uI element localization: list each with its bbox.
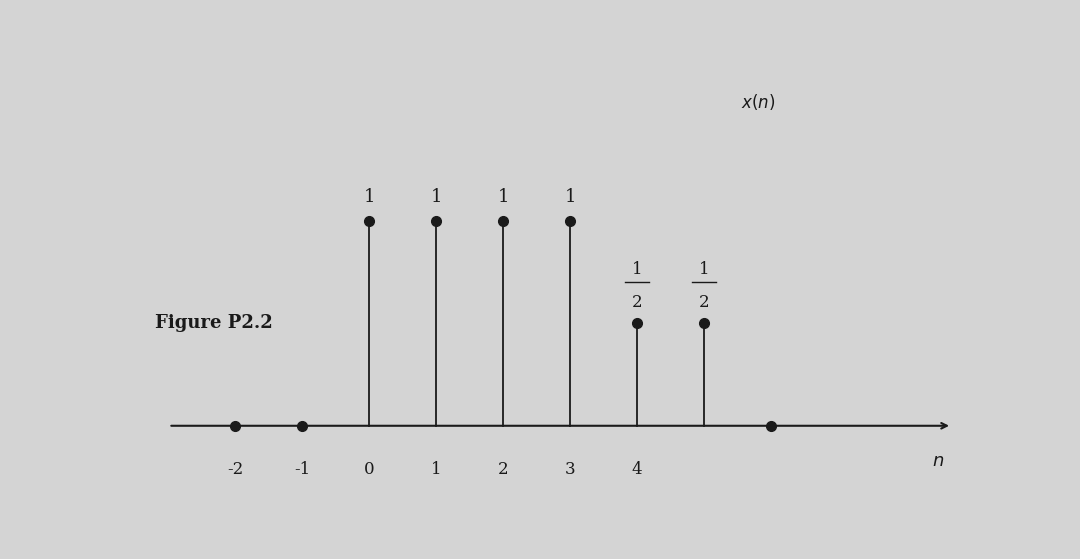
Text: 3: 3 (565, 461, 576, 477)
Text: $x(n)$: $x(n)$ (741, 92, 775, 112)
Text: 1: 1 (431, 188, 442, 206)
Text: 2: 2 (498, 461, 509, 477)
Text: -1: -1 (294, 461, 311, 477)
Text: 1: 1 (699, 261, 710, 278)
Text: 1: 1 (632, 261, 643, 278)
Text: -2: -2 (227, 461, 244, 477)
Text: 1: 1 (565, 188, 576, 206)
Text: 0: 0 (364, 461, 375, 477)
Text: 2: 2 (699, 294, 710, 311)
Text: 1: 1 (364, 188, 375, 206)
Text: 1: 1 (498, 188, 509, 206)
Text: $n$: $n$ (932, 452, 945, 470)
Text: 2: 2 (632, 294, 643, 311)
Text: 1: 1 (431, 461, 442, 477)
Text: 4: 4 (632, 461, 643, 477)
Text: Figure P2.2: Figure P2.2 (156, 314, 273, 332)
